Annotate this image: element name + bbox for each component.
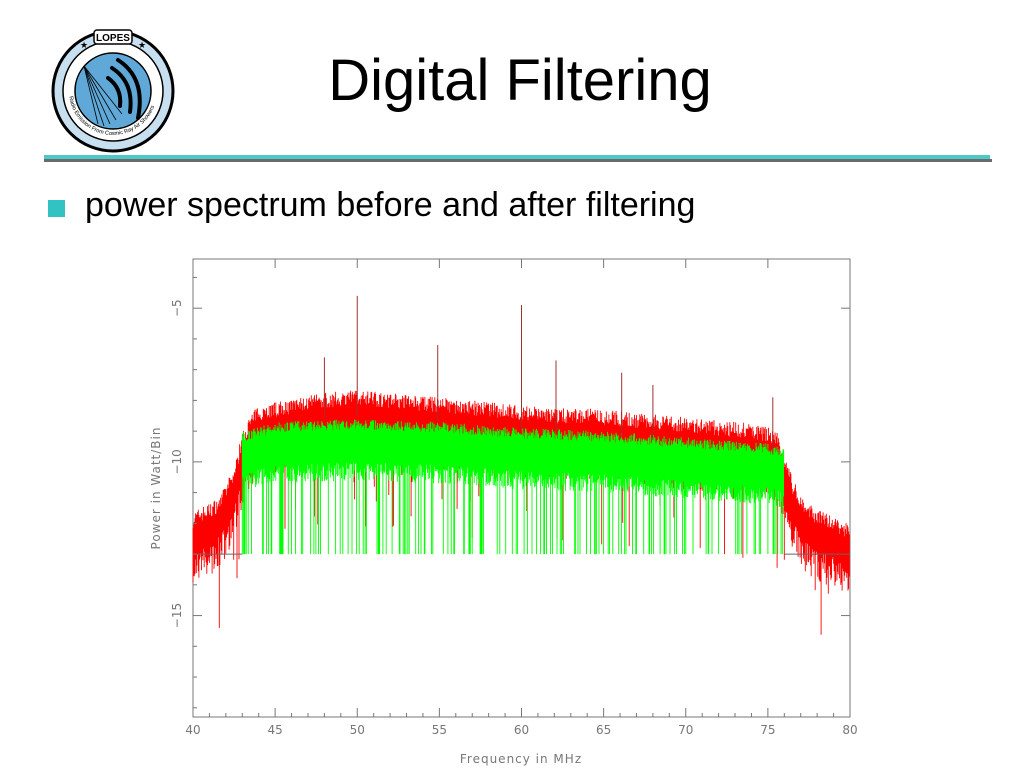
spikes-layer [323,295,774,455]
logo-star-left-icon: ★ [80,40,88,50]
x-tick-label-60: 60 [514,723,529,737]
x-axis-label: Frequency in MHz [460,752,582,766]
antenna-arcs-icon [106,58,142,120]
x-tick-label-75: 75 [760,723,775,737]
x-tick-label-70: 70 [678,723,693,737]
after-filtering-trace [241,419,785,555]
y-tick-label--5: −5 [170,299,184,317]
y-tick-label--10: −10 [170,449,184,474]
x-tick-label-40: 40 [185,723,200,737]
x-tick-label-80: 80 [842,723,857,737]
x-tick-label-65: 65 [596,723,611,737]
y-tick-label--15: −15 [170,603,184,628]
power-spectrum-chart: 40 45 50 55 60 65 70 75 80 −5 −10 −15 Frequency in … [149,258,858,766]
x-tick-label-55: 55 [432,723,447,737]
title-divider [44,155,990,159]
air-shower-icon [83,65,123,127]
axes: 40 45 50 55 60 65 70 75 80 −5 −10 −15 [170,259,858,737]
x-tick-label-45: 45 [267,723,282,737]
bullet-text: power spectrum before and after filterin… [85,186,696,224]
series-after-filtering [193,419,850,555]
x-tick-label-50: 50 [350,723,365,737]
bullet-marker [48,200,65,217]
logo-star-right-icon: ★ [138,40,146,50]
logo-name: LOPES [96,33,130,44]
slide-title: Digital Filtering [328,48,712,113]
lopes-logo: LOPES Radio Emission From Cosmic Ray Air… [51,29,175,153]
title-divider-shadow [44,159,992,162]
y-axis-label: Power in Watt/Bin [149,427,163,550]
